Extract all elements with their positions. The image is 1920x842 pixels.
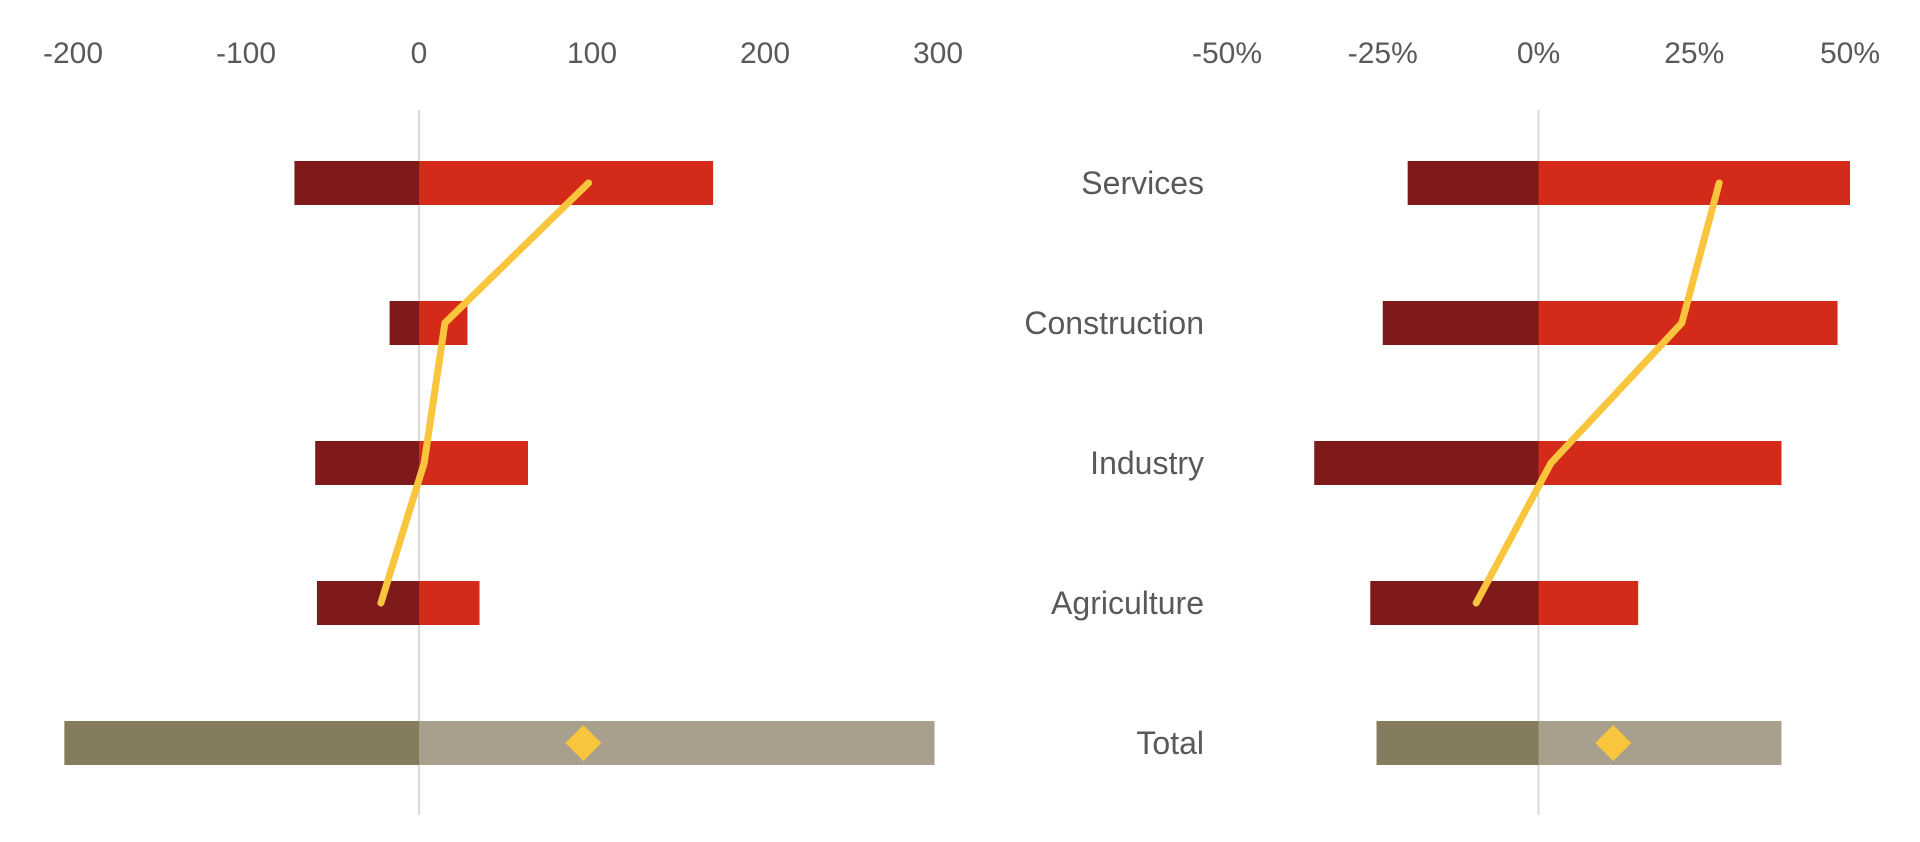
right-x-tick-label: 25% bbox=[1664, 37, 1724, 70]
left-bar-negative-total bbox=[64, 721, 419, 765]
right-bar-negative-industry bbox=[1314, 441, 1539, 485]
category-label-total: Total bbox=[1136, 725, 1204, 761]
right-bar-positive-agriculture bbox=[1538, 581, 1639, 625]
left-bar-positive-services bbox=[419, 161, 714, 205]
left-x-tick-label: 200 bbox=[740, 37, 790, 70]
right-net-change-line bbox=[1472, 179, 1723, 607]
left-x-tick-label: 300 bbox=[913, 37, 963, 70]
left-bar-negative-services bbox=[294, 161, 419, 205]
right-chart-panel: -50% -25% 0% 25% 50% bbox=[1192, 37, 1880, 815]
right-bar-negative-construction bbox=[1382, 301, 1539, 345]
right-x-tick-label: 0% bbox=[1517, 37, 1560, 70]
left-bar-negative-agriculture bbox=[316, 581, 419, 625]
left-x-tick-label: 0 bbox=[411, 37, 428, 70]
left-chart-panel: -200 -100 0 100 200 300 bbox=[43, 37, 963, 815]
left-total-diamond-marker bbox=[565, 725, 602, 761]
category-label-construction: Construction bbox=[1024, 305, 1204, 341]
right-bar-positive-services bbox=[1538, 161, 1850, 205]
right-x-tick-label: -50% bbox=[1192, 37, 1262, 70]
left-bar-positive-total bbox=[419, 721, 935, 765]
category-labels: Services Construction Industry Agriculture T… bbox=[1024, 165, 1204, 761]
right-bar-positive-total bbox=[1538, 721, 1782, 765]
left-bar-positive-agriculture bbox=[419, 581, 480, 625]
category-label-agriculture: Agriculture bbox=[1051, 585, 1204, 621]
left-x-tick-label: -100 bbox=[216, 37, 276, 70]
left-bar-negative-industry bbox=[315, 441, 419, 485]
left-bar-positive-industry bbox=[419, 441, 528, 485]
category-label-services: Services bbox=[1081, 165, 1204, 201]
left-net-change-line bbox=[377, 179, 592, 607]
right-bar-negative-agriculture bbox=[1370, 581, 1539, 625]
right-x-tick-label: 50% bbox=[1820, 37, 1880, 70]
left-bar-negative-construction bbox=[389, 301, 419, 345]
category-label-industry: Industry bbox=[1090, 445, 1204, 481]
right-bar-positive-industry bbox=[1538, 441, 1782, 485]
left-x-tick-label: 100 bbox=[567, 37, 617, 70]
right-bar-negative-services bbox=[1407, 161, 1539, 205]
left-x-tick-label: -200 bbox=[43, 37, 103, 70]
right-bar-negative-total bbox=[1376, 721, 1539, 765]
right-total-diamond-marker bbox=[1595, 725, 1632, 761]
right-x-tick-label: -25% bbox=[1348, 37, 1418, 70]
